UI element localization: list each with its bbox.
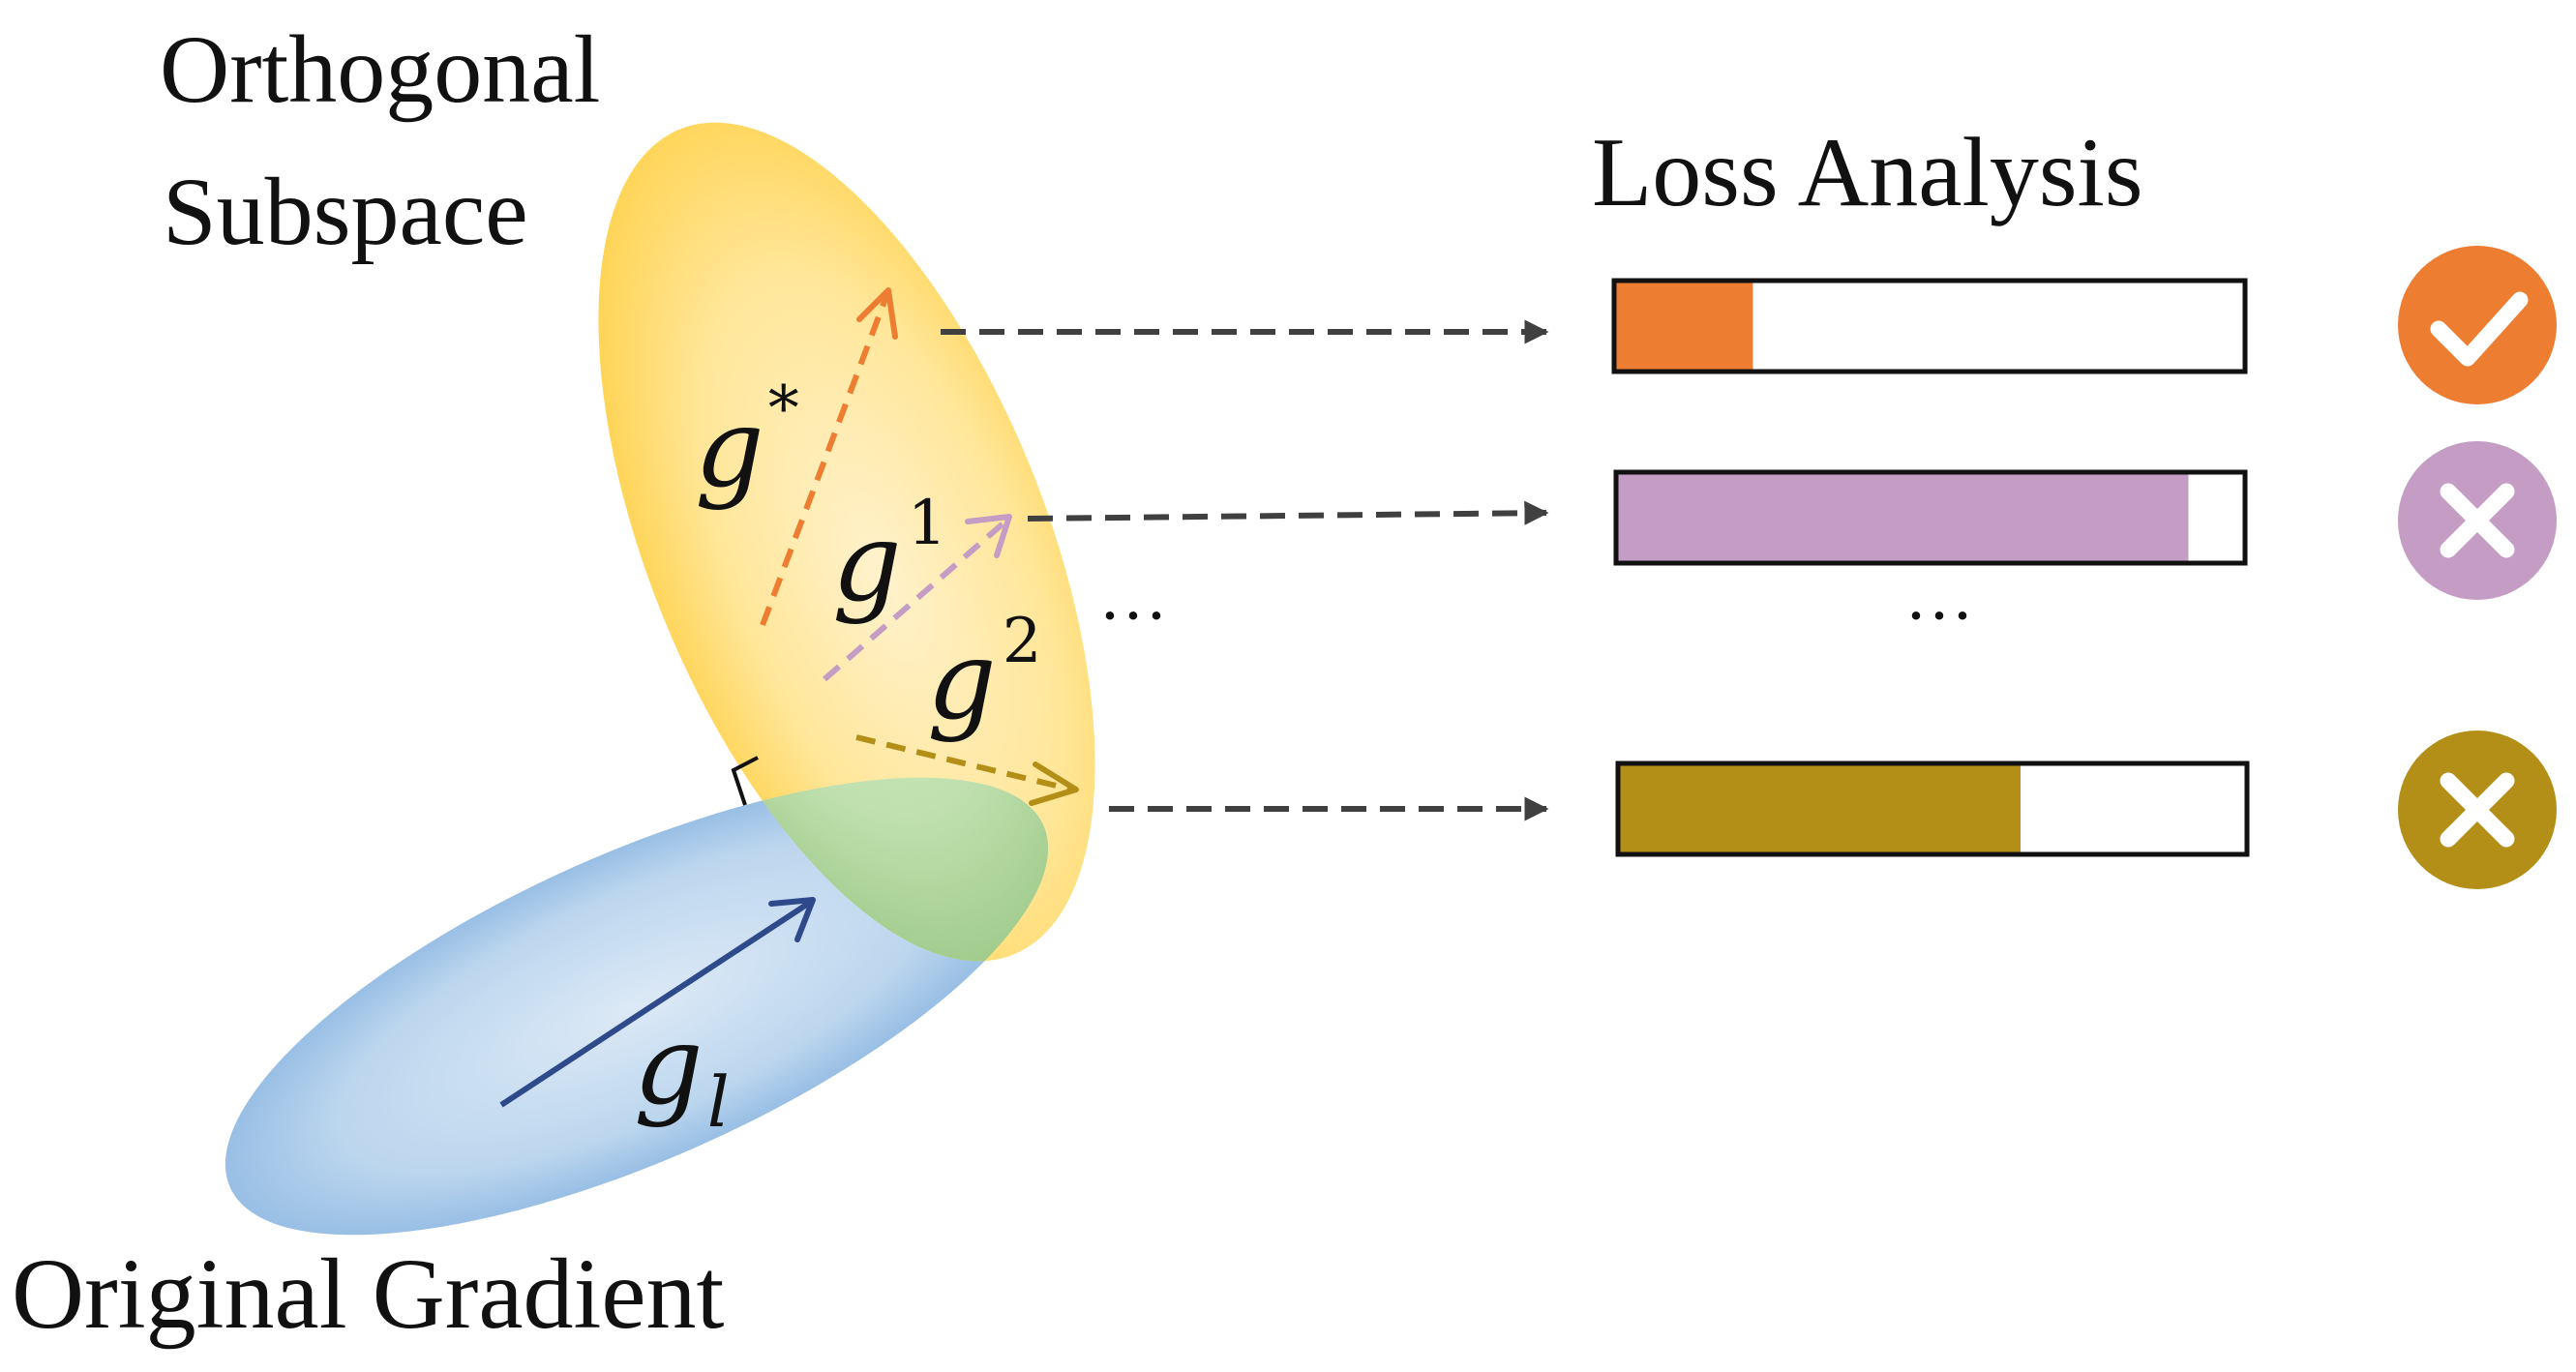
label-orthogonal: Orthogonal <box>160 15 600 123</box>
loss-analysis-title: Loss Analysis <box>1592 118 2143 227</box>
loss-bar-g-star-fill <box>1614 281 1753 372</box>
label-g2: g2 <box>927 606 1041 744</box>
check-icon <box>2430 291 2529 367</box>
label-subspace: Subspace <box>163 158 528 265</box>
ellipsis-middle: ··· <box>1098 577 1168 654</box>
status-rejected-badge-g2 <box>2398 731 2557 889</box>
connector-g1 <box>1027 500 1549 525</box>
label-original-gradient: Original Gradient <box>12 1238 725 1350</box>
vector-g-star-arrow <box>760 287 898 627</box>
status-accepted-badge <box>2398 246 2557 404</box>
loss-bar-g-star <box>1611 278 2248 374</box>
label-g-star: g* <box>695 373 799 512</box>
orthogonal-subspace-ellipse <box>598 122 1095 962</box>
loss-bar-g2-frame <box>1615 761 2250 857</box>
cross-icon <box>2440 483 2515 558</box>
label-gl: gl <box>634 1003 730 1143</box>
right-angle-marker <box>731 756 759 806</box>
label-g1: g1 <box>832 488 946 626</box>
vector-gl-arrow <box>499 897 816 1108</box>
vector-g2-arrow <box>855 734 1079 806</box>
loss-bar-g-star-frame <box>1611 278 2248 374</box>
loss-bar-g2-fill <box>1618 763 2021 854</box>
loss-bar-g1-frame <box>1613 469 2248 566</box>
ellipsis-bars: ··· <box>1904 577 1974 654</box>
cross-icon <box>2440 772 2515 848</box>
vector-g1-arrow <box>823 514 1012 682</box>
loss-bar-g1-fill <box>1616 472 2189 563</box>
loss-bar-g2 <box>1615 761 2250 857</box>
loss-bar-g1 <box>1613 469 2248 566</box>
status-rejected-badge-g1 <box>2398 441 2557 600</box>
